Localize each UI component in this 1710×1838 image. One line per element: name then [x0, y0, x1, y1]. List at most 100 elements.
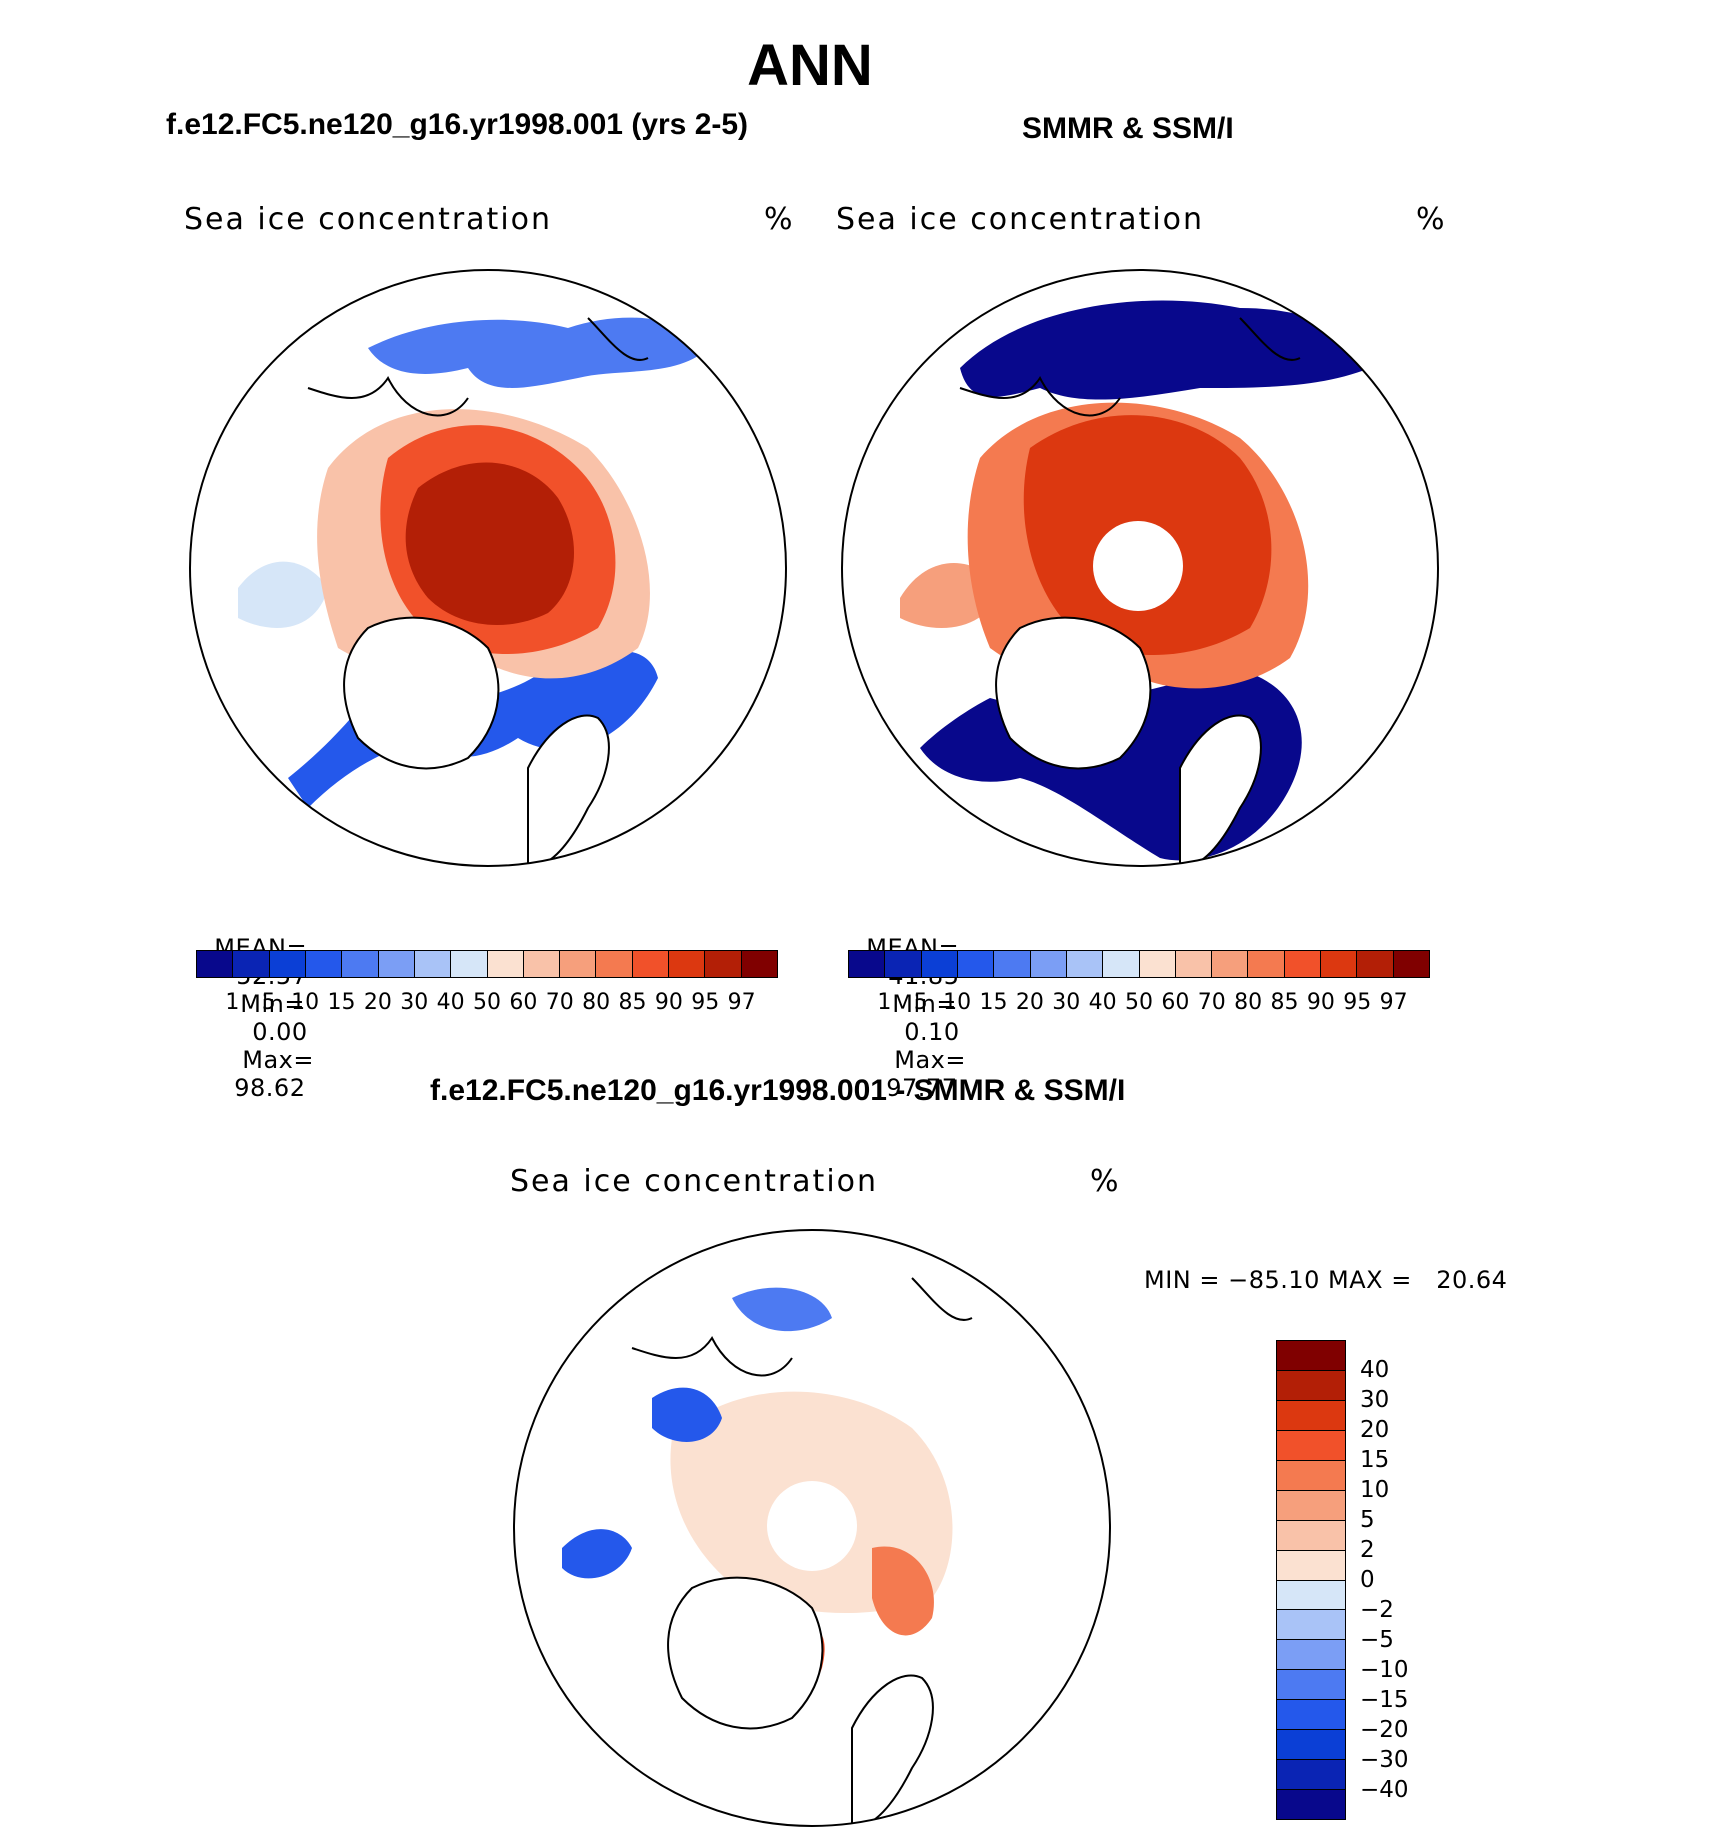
colorbar-panel-2-swatch [1103, 951, 1140, 977]
colorbar-panel-2-swatch [1175, 951, 1213, 977]
map-model-sea-ice [189, 269, 787, 867]
colorbar-panel-1-swatch [378, 951, 415, 977]
colorbar-panel-1-swatch [233, 951, 270, 977]
ice-low-pacific [368, 317, 708, 388]
colorbar-panel-1-tick-label: 60 [509, 990, 538, 1015]
colorbar-panel-2-swatch [885, 951, 922, 977]
panel-1-field-label: Sea ice concentration [184, 202, 553, 237]
colorbar-panel-1-swatch [523, 951, 561, 977]
colorbar-panel-1-swatch [414, 951, 452, 977]
colorbar-panel-2-swatch [1066, 951, 1104, 977]
colorbar-panel-2-swatch [1212, 951, 1249, 977]
colorbar-panel-1-swatch [197, 951, 234, 977]
panel-1-max-label: Max= [242, 1046, 314, 1074]
colorbar-panel-2-tick-label: 30 [1052, 990, 1081, 1015]
colorbar-panel-1-swatch [487, 951, 524, 977]
colorbar-panel-1-swatch [305, 951, 343, 977]
panel-2-units: % [1416, 202, 1447, 237]
colorbar-panel-1-swatch [269, 951, 306, 977]
colorbar-difference-swatch [1277, 1370, 1345, 1401]
colorbar-difference-tick-label: −20 [1360, 1717, 1409, 1743]
pole-hole [767, 1481, 857, 1571]
land-scandinavia [851, 1674, 934, 1826]
panel-2-field-label: Sea ice concentration [836, 202, 1205, 237]
colorbar-panel-1-swatch [632, 951, 670, 977]
colorbar-difference-tick-label: −10 [1360, 1657, 1409, 1683]
colorbar-difference-tick-label: −40 [1360, 1777, 1409, 1803]
colorbar-panel-2-tick-label: 40 [1088, 990, 1117, 1015]
figure-title: ANN [747, 33, 873, 98]
colorbar-difference-tick-label: 20 [1360, 1417, 1390, 1443]
colorbar-panel-1-ticks: 1 5 10 15 20 30 40 50 60 70 80 85 90 95 97 [196, 990, 778, 1020]
panel-1-min-label: Min= [240, 990, 305, 1018]
colorbar-panel-2-swatch [849, 951, 886, 977]
colorbar-difference-swatch [1277, 1700, 1345, 1731]
colorbar-difference-tick-label: 15 [1360, 1447, 1390, 1473]
land-greenland [667, 1576, 824, 1730]
panel-2-max-label: Max= [894, 1046, 966, 1074]
colorbar-difference [1276, 1340, 1346, 1820]
ice-mid-hudson [238, 561, 328, 628]
colorbar-panel-1-tick-label: 70 [545, 990, 574, 1015]
colorbar-difference-swatch [1277, 1610, 1345, 1641]
colorbar-difference-swatch [1277, 1550, 1345, 1581]
colorbar-panel-2 [848, 950, 1430, 978]
map-difference-sea-ice [513, 1229, 1111, 1827]
colorbar-panel-1-tick-label: 40 [436, 990, 465, 1015]
colorbar-panel-2-swatch [1248, 951, 1285, 977]
colorbar-difference-swatch [1277, 1520, 1345, 1551]
panel-3-units: % [1090, 1164, 1121, 1199]
panel-2-min-value: 0.10 [904, 1018, 960, 1046]
panel-3-field-label: Sea ice concentration [510, 1164, 879, 1199]
panel-1-units: % [764, 202, 795, 237]
colorbar-panel-2-swatch [1284, 951, 1322, 977]
colorbar-difference-tick-label: 2 [1360, 1537, 1375, 1563]
colorbar-panel-1-tick-label: 95 [691, 990, 720, 1015]
land-scandinavia [1179, 714, 1262, 866]
colorbar-panel-1-tick-label: 10 [291, 990, 320, 1015]
colorbar-panel-2-swatch [1030, 951, 1067, 977]
colorbar-panel-2-tick-label: 5 [913, 990, 928, 1015]
colorbar-panel-2-swatch [921, 951, 958, 977]
colorbar-panel-1-swatch [705, 951, 742, 977]
ice-low-pacific [960, 300, 1370, 400]
land-greenland [343, 616, 500, 770]
colorbar-difference-tick-label: 0 [1360, 1567, 1375, 1593]
land-scandinavia [527, 714, 610, 866]
land-greenland [995, 616, 1152, 770]
pole-hole [1093, 521, 1183, 611]
land-coastline-north [959, 317, 1301, 417]
panel-1-subtitle: f.e12.FC5.ne120_g16.yr1998.001 (yrs 2-5) [166, 108, 749, 141]
colorbar-difference-tick-label: −2 [1360, 1597, 1394, 1623]
colorbar-panel-2-tick-label: 80 [1234, 990, 1263, 1015]
colorbar-panel-1-tick-label: 97 [727, 990, 756, 1015]
colorbar-difference-tick-label: 5 [1360, 1507, 1375, 1533]
colorbar-panel-2-tick-label: 50 [1125, 990, 1153, 1015]
colorbar-panel-2-tick-label: 90 [1306, 990, 1335, 1015]
colorbar-panel-2-swatch [1393, 951, 1429, 977]
colorbar-panel-2-swatch [1139, 951, 1176, 977]
panel-2-subtitle: SMMR & SSM/I [1022, 112, 1234, 145]
colorbar-panel-1-tick-label: 90 [654, 990, 683, 1015]
map-obs-sea-ice [841, 269, 1439, 867]
colorbar-panel-1-swatch [596, 951, 633, 977]
colorbar-difference-tick-label: 10 [1360, 1477, 1390, 1503]
diff-neg-canada [652, 1387, 722, 1442]
colorbar-panel-1-swatch [741, 951, 777, 977]
panel-1-min-value: 0.00 [252, 1018, 308, 1046]
panel-2-stats: MEAN= 41.85 Min= 0.10 Max= 97.77 [850, 906, 966, 1102]
colorbar-panel-2-tick-label: 97 [1379, 990, 1408, 1015]
colorbar-panel-1-swatch [342, 951, 379, 977]
diff-pos-atlantic [872, 1546, 934, 1636]
colorbar-difference-swatch [1277, 1790, 1345, 1819]
colorbar-difference-swatch [1277, 1670, 1345, 1701]
colorbar-difference-swatch [1277, 1580, 1345, 1611]
colorbar-difference-swatch [1277, 1460, 1345, 1491]
colorbar-panel-2-tick-label: 95 [1343, 990, 1372, 1015]
land-coastline-north [631, 1277, 973, 1377]
colorbar-panel-1-tick-label: 5 [261, 990, 276, 1015]
colorbar-panel-2-tick-label: 60 [1161, 990, 1190, 1015]
colorbar-panel-1-tick-label: 50 [473, 990, 501, 1015]
colorbar-panel-2-tick-label: 70 [1197, 990, 1226, 1015]
colorbar-difference-swatch [1277, 1730, 1345, 1761]
